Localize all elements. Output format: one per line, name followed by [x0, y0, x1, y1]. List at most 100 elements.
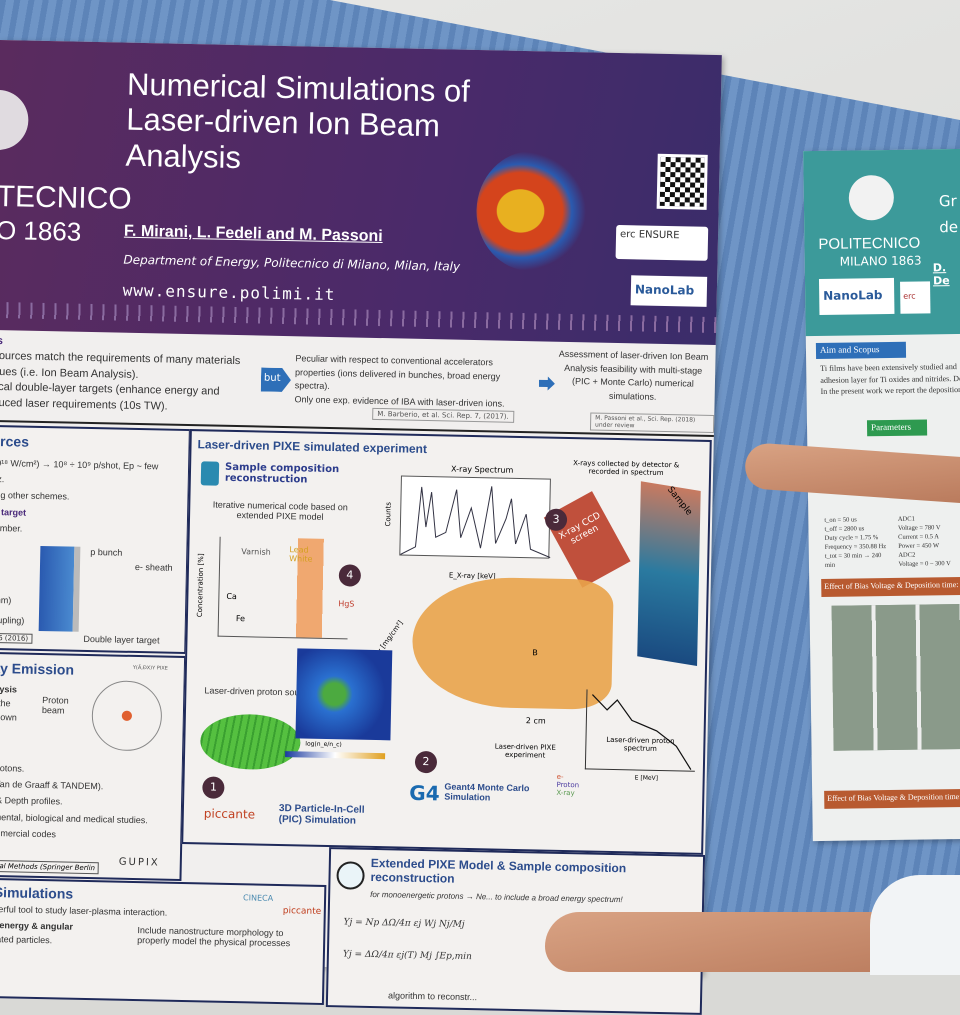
iterative-text: Iterative numerical code based on extend… — [212, 499, 348, 522]
proton-spec-label: Laser-driven proton spectrum — [606, 735, 675, 753]
params-heading: Parameters — [866, 419, 928, 437]
aim-heading: Aim and Scopus — [815, 341, 907, 359]
cineca-logo: CINECA — [242, 893, 274, 903]
logo-city: MILANO 1863 — [839, 253, 922, 269]
legend-xray: X-ray — [556, 788, 575, 798]
panel-heading: ll Simulations — [0, 884, 74, 902]
nanolab-logo: NanoLab — [818, 277, 895, 315]
g4-logo: G4 — [409, 780, 440, 806]
checkbox-item: Include nanostructure morphology to prop… — [137, 925, 291, 949]
text-line: powerful tool to study laser-plasma inte… — [0, 903, 168, 918]
logo-name: TECNICO — [0, 179, 133, 216]
label: Proton beam — [41, 695, 69, 716]
label-lead-white: Lead White — [289, 545, 313, 564]
equation: Yj = ΔΩ/4π εj(T) Mj ∫Ep,min — [342, 949, 472, 963]
axis-label: Counts — [384, 501, 393, 527]
atom-diagram — [91, 680, 163, 752]
spectrum-title: X-ray Spectrum — [451, 464, 514, 475]
colorbar — [285, 751, 386, 760]
reference: ytical Methods (Springer Berlin — [0, 859, 100, 875]
sample-composition-title: Sample composition reconstruction — [224, 461, 340, 486]
panel-heading: ray Emission — [0, 659, 75, 678]
text-line: for monoenergetic protons → Ne... to inc… — [370, 889, 623, 905]
label: p bunch — [90, 547, 123, 558]
colorbar-label: log(n_e/n_c) — [305, 740, 342, 749]
label-ca: Ca — [226, 591, 237, 602]
label-varnish: Varnish — [241, 547, 271, 557]
panel-text: 10¹⁸ W/cm²) → 10⁸ ÷ 10⁹ p/shot, Ep ~ few… — [0, 455, 191, 540]
logo-year: O 1863 — [0, 214, 82, 247]
b-field-label: B — [532, 648, 538, 658]
panel-heading: urces — [0, 432, 30, 450]
scale-label: 2 cm — [525, 716, 546, 726]
xray-spectrum-plot — [399, 475, 551, 559]
step-number: 2 — [414, 750, 438, 774]
step-number: 4 — [338, 564, 362, 587]
university-seal-icon — [848, 174, 895, 221]
param: t_tot = 30 min → 240 min — [824, 552, 882, 570]
text-line: coupling) — [0, 614, 25, 626]
step-number: 1 — [202, 776, 225, 799]
pixe-exp-label: Laser-driven PIXE experiment — [494, 742, 556, 760]
poster-header: TECNICO O 1863 Numerical Simulations of … — [0, 40, 722, 346]
intro-section: ls sources match the requirements of man… — [0, 329, 716, 438]
gupix-logo: GUPIX — [118, 856, 160, 869]
erc-logo: erc — [900, 281, 931, 314]
effect-heading: Effect of Bias Voltage & Deposition time… — [824, 788, 960, 809]
arrow-right-icon — [539, 376, 555, 390]
caption: Double layer target — [83, 633, 160, 646]
collected-text: X-rays collected by detector & recorded … — [573, 459, 680, 477]
affiliation: Department of Energy, Politecnico di Mil… — [123, 252, 461, 274]
reference: 9.6 (2016) — [0, 632, 33, 644]
text-line: 0 nm) — [0, 595, 12, 606]
text-line: algorithm to reconstr... — [387, 990, 478, 1003]
nanolab-logo: NanoLab — [630, 275, 708, 307]
double-layer-target-image — [38, 545, 81, 632]
xray-emission-panel: ray Emission nalysis ve the nknown Proto… — [0, 651, 187, 881]
equation: Yj = Np ΔΩ/4π εj Wj Nj/Mj — [343, 917, 465, 930]
erc-logo: erc ENSURE — [615, 224, 709, 261]
logo-name: POLITECNICO — [818, 234, 921, 253]
pixe-label: Y(Ä,ĐX)Y PIXE — [132, 664, 168, 672]
text-line: ve the — [0, 698, 11, 709]
poster2-title: Gr de — [938, 192, 959, 236]
panel-heading: Extended PIXE Model & Sample composition… — [370, 855, 627, 886]
label-hgs: HgS — [338, 599, 355, 609]
proton-spectrum-plot — [584, 689, 697, 772]
website-url: www.ensure.polimi.it — [122, 280, 336, 305]
axis-label: Concentration [%] — [195, 553, 206, 618]
legend: e- Proton X-ray — [556, 773, 579, 797]
intro-assessment: Assessment of laser-driven Ion Beam Anal… — [558, 348, 709, 402]
pic-title: 3D Particle-In-Cell (PIC) Simulation — [278, 803, 365, 827]
params-list: t_on = 50 us t_off = 2800 us Duty cycle … — [824, 514, 960, 571]
text-line: commercial codes — [0, 827, 57, 840]
poster2-author: D. De — [932, 261, 950, 288]
microscope-icon — [336, 861, 365, 890]
poster2-header: POLITECNICO MILANO 1863 NanoLab erc Gr d… — [803, 148, 960, 337]
concentration-plot — [217, 536, 350, 640]
poster-title: Numerical Simulations of Laser-driven Io… — [125, 66, 471, 175]
university-seal-icon — [0, 89, 29, 151]
ccd-screen: X-ray CCD screen — [543, 491, 631, 588]
header-decoration — [0, 301, 717, 334]
pic-simulations-panel: ll Simulations powerful tool to study la… — [0, 877, 327, 1005]
piccante-logo: piccante — [203, 806, 256, 822]
proton-spectrum-line — [591, 694, 692, 770]
subheading: nalysis — [0, 683, 18, 695]
geant4-title: Geant4 Monte Carlo Simulation — [444, 781, 530, 803]
axis-label: E [MeV] — [634, 774, 659, 782]
authors: F. Mirani, L. Fedeli and M. Passoni — [123, 222, 383, 246]
reference: M. Barberio, et al. Sci. Rep. 7, (2017). — [372, 407, 514, 423]
aim-text: Ti films have been extensively studied a… — [820, 362, 960, 397]
pixe-experiment-panel: Laser-driven PIXE simulated experiment S… — [181, 429, 712, 855]
sources-panel: urces 10¹⁸ W/cm²) → 10⁸ ÷ 10⁹ p/shot, Ep… — [0, 424, 191, 655]
sem-image-grid — [831, 603, 960, 751]
spectrum-line — [400, 486, 551, 559]
panel-heading: Laser-driven PIXE simulated experiment — [197, 437, 428, 457]
geant4-cone-diagram — [411, 575, 614, 710]
param: Voltage = 0 – 300 V — [898, 560, 951, 569]
simulation-image — [475, 150, 588, 273]
checkbox-item: Peculiar with respect to conventional ac… — [294, 353, 501, 391]
label-fe: Fe — [235, 614, 246, 624]
reference: M. Passoni et al., Sci. Rep. (2018) unde… — [589, 412, 715, 434]
